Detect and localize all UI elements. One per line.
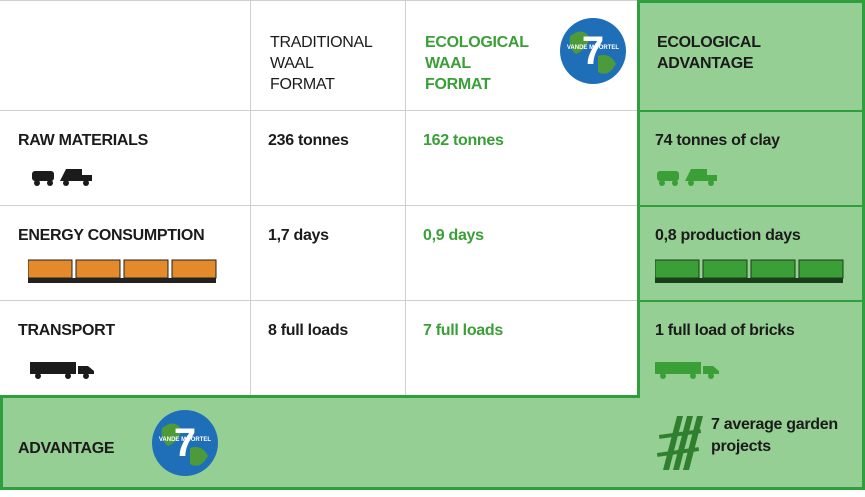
ecological-value: 0,9 days	[405, 205, 637, 267]
logo-number: 7	[582, 29, 604, 73]
logo: 7 VANDE MOORTEL	[150, 408, 220, 478]
summary-label: ADVANTAGE	[0, 418, 150, 480]
traditional-value: 1,7 days	[250, 205, 405, 267]
truck-icon	[655, 360, 725, 380]
summary-result: 7 average garden projects	[697, 396, 865, 476]
traditional-value: 8 full loads	[250, 300, 405, 362]
raw-materials-icon	[30, 165, 100, 187]
energy-icon	[28, 258, 218, 284]
energy-icon	[655, 258, 845, 284]
truck-icon	[30, 360, 100, 380]
logo: 7 VANDE MOORTEL	[558, 16, 628, 86]
advantage-value: 74 tonnes of clay	[637, 110, 865, 172]
traditional-value: 236 tonnes	[250, 110, 405, 172]
logo-number: 7	[174, 421, 196, 465]
raw-materials-icon	[655, 165, 725, 187]
logo-text: VANDE MOORTEL	[567, 45, 620, 51]
advantage-value: 1 full load of bricks	[637, 300, 865, 362]
column-header: ECOLOGICAL WAAL FORMAT	[405, 12, 555, 115]
grid-line	[0, 0, 637, 1]
infographic-table: TRADITIONAL WAAL FORMAT ECOLOGICAL WAAL …	[0, 0, 865, 497]
logo-text: VANDE MOORTEL	[159, 437, 212, 443]
row-label: RAW MATERIALS	[0, 110, 250, 172]
row-label: TRANSPORT	[0, 300, 250, 362]
column-header: TRADITIONAL WAAL FORMAT	[250, 12, 390, 115]
ecological-value: 7 full loads	[405, 300, 637, 362]
ecological-value: 162 tonnes	[405, 110, 637, 172]
column-header: ECOLOGICAL ADVANTAGE	[637, 12, 777, 94]
